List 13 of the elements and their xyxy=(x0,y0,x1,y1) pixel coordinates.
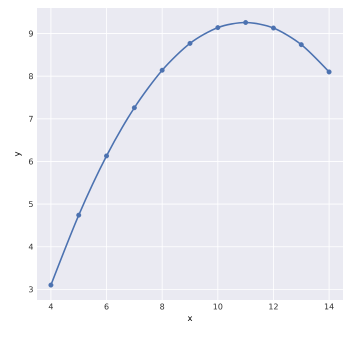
point xyxy=(48,282,54,288)
x-axis-title: x xyxy=(188,316,192,322)
point xyxy=(270,26,276,31)
point xyxy=(243,20,248,25)
point xyxy=(104,153,110,158)
point xyxy=(160,68,165,73)
point xyxy=(298,42,304,48)
point xyxy=(188,40,192,46)
y-axis-title: y xyxy=(15,152,22,156)
point xyxy=(215,25,220,30)
point xyxy=(326,69,332,74)
point xyxy=(132,105,137,110)
point xyxy=(76,212,82,218)
